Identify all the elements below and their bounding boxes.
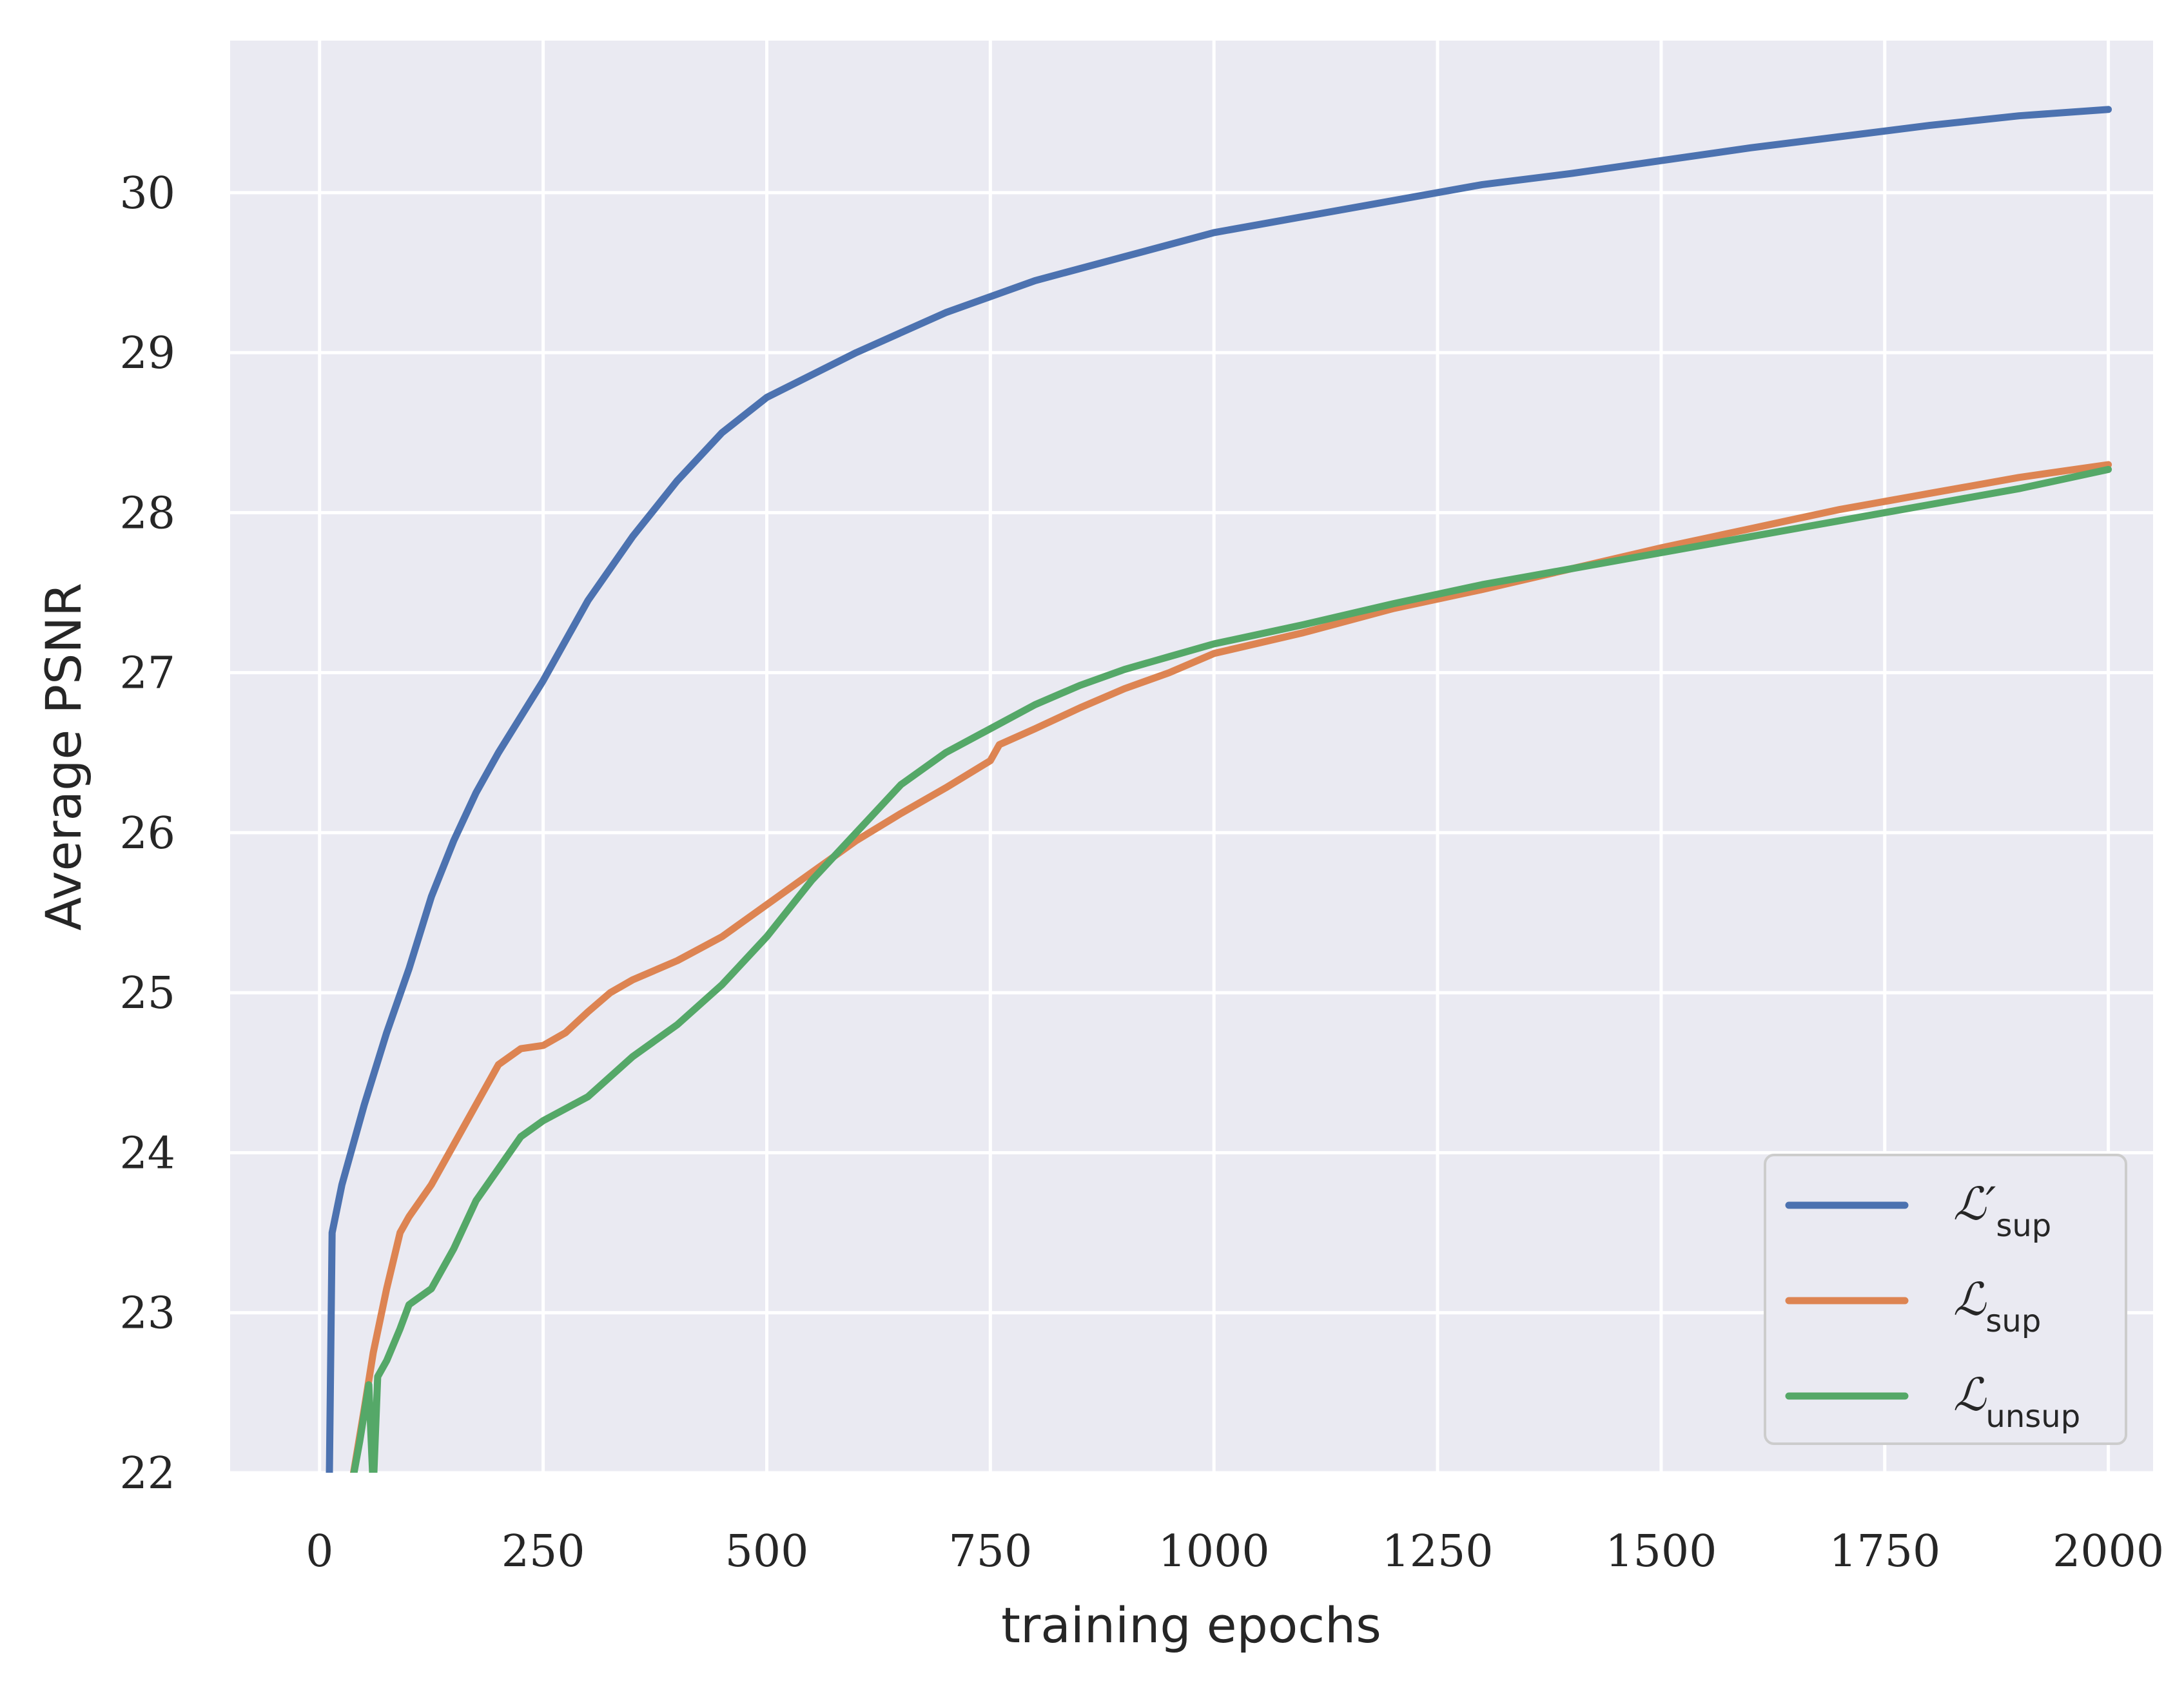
x-tick-label: 1750 xyxy=(1829,1526,1940,1577)
legend-label-subscript: unsup xyxy=(1985,1399,2080,1435)
x-axis-title: training epochs xyxy=(1001,1596,1381,1654)
x-tick-label: 1250 xyxy=(1382,1526,1494,1577)
y-tick-label: 22 xyxy=(119,1448,175,1499)
x-tick-label: 1000 xyxy=(1158,1526,1270,1577)
tick-labels: 0 250 500 750 1000 1250 1500 1750 2000 22 23 24 25 26… xyxy=(119,168,2164,1577)
series-layer xyxy=(326,106,2112,1473)
x-tick-label: 250 xyxy=(502,1526,585,1577)
y-tick-label: 30 xyxy=(119,168,175,219)
x-tick-label: 2000 xyxy=(2052,1526,2164,1577)
y-tick-label: 25 xyxy=(119,968,175,1019)
legend-label-subscript: sup xyxy=(1985,1303,2041,1339)
legend-label-main: ℒ′ xyxy=(1953,1178,1996,1230)
series-line-1 xyxy=(326,106,2112,1473)
legend-label-main: ℒ xyxy=(1953,1273,1987,1326)
y-tick-label: 27 xyxy=(119,648,175,699)
x-tick-label: 750 xyxy=(948,1526,1032,1577)
y-tick-label: 24 xyxy=(119,1128,175,1179)
y-tick-label: 28 xyxy=(119,488,175,539)
x-tick-label: 0 xyxy=(306,1526,333,1577)
legend-label-1: ℒ′sup xyxy=(1953,1178,2051,1244)
legend-label-main: ℒ xyxy=(1953,1368,1987,1421)
x-tick-label: 500 xyxy=(725,1526,809,1577)
y-axis-title: Average PSNR xyxy=(35,583,92,931)
legend-label-3: ℒunsup xyxy=(1953,1368,2080,1435)
y-tick-label: 26 xyxy=(119,808,175,859)
legend-box xyxy=(1764,1154,2127,1445)
legend-label-subscript: sup xyxy=(1996,1208,2051,1244)
x-tick-label: 1500 xyxy=(1605,1526,1717,1577)
y-tick-label: 29 xyxy=(119,328,175,379)
legend-label-2: ℒsup xyxy=(1953,1273,2041,1339)
y-tick-label: 23 xyxy=(119,1288,175,1339)
series-line-3 xyxy=(350,465,2112,1473)
